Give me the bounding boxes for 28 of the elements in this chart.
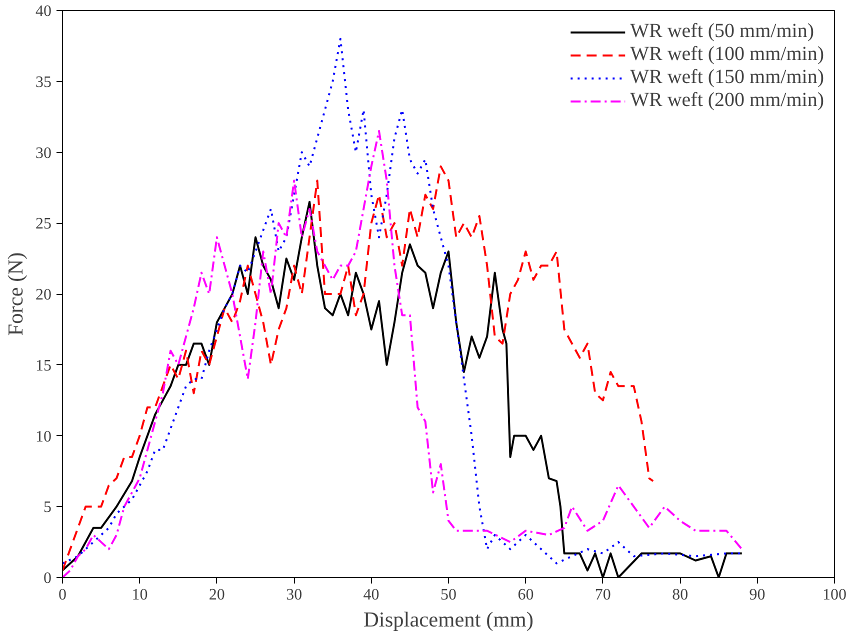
y-tick-label: 40 [36, 3, 52, 20]
legend-label: WR weft (150 mm/min) [630, 66, 824, 89]
y-tick-label: 15 [36, 357, 52, 374]
line-series [62, 130, 743, 578]
x-tick-label: 30 [286, 586, 302, 604]
x-tick-label: 100 [822, 586, 846, 604]
x-tick-label: 80 [672, 586, 688, 604]
x-tick-label: 10 [132, 586, 148, 604]
x-axis-title: Displacement (mm) [364, 608, 534, 632]
y-tick-label: 30 [36, 144, 52, 162]
x-tick-label: 90 [749, 586, 766, 604]
y-tick-label: 35 [36, 74, 52, 91]
y-tick-label: 10 [36, 428, 52, 446]
y-tick-label: 20 [36, 286, 52, 304]
x-tick-label: 0 [58, 586, 66, 604]
x-tick-label: 20 [208, 586, 225, 604]
y-tick-label: 5 [44, 499, 52, 516]
y-axis-title: Force (N) [4, 252, 28, 336]
line-series [62, 165, 654, 572]
y-tick-label: 25 [36, 216, 52, 233]
legend-label: WR weft (100 mm/min) [630, 43, 824, 66]
x-tick-label: 50 [440, 586, 456, 604]
legend-label: WR weft (200 mm/min) [630, 89, 824, 112]
legend-label: WR weft (50 mm/min) [630, 20, 814, 43]
x-tick-label: 70 [594, 586, 611, 604]
y-tick-label: 0 [44, 570, 52, 587]
x-tick-label: 60 [518, 586, 534, 604]
x-tick-label: 40 [363, 586, 380, 604]
